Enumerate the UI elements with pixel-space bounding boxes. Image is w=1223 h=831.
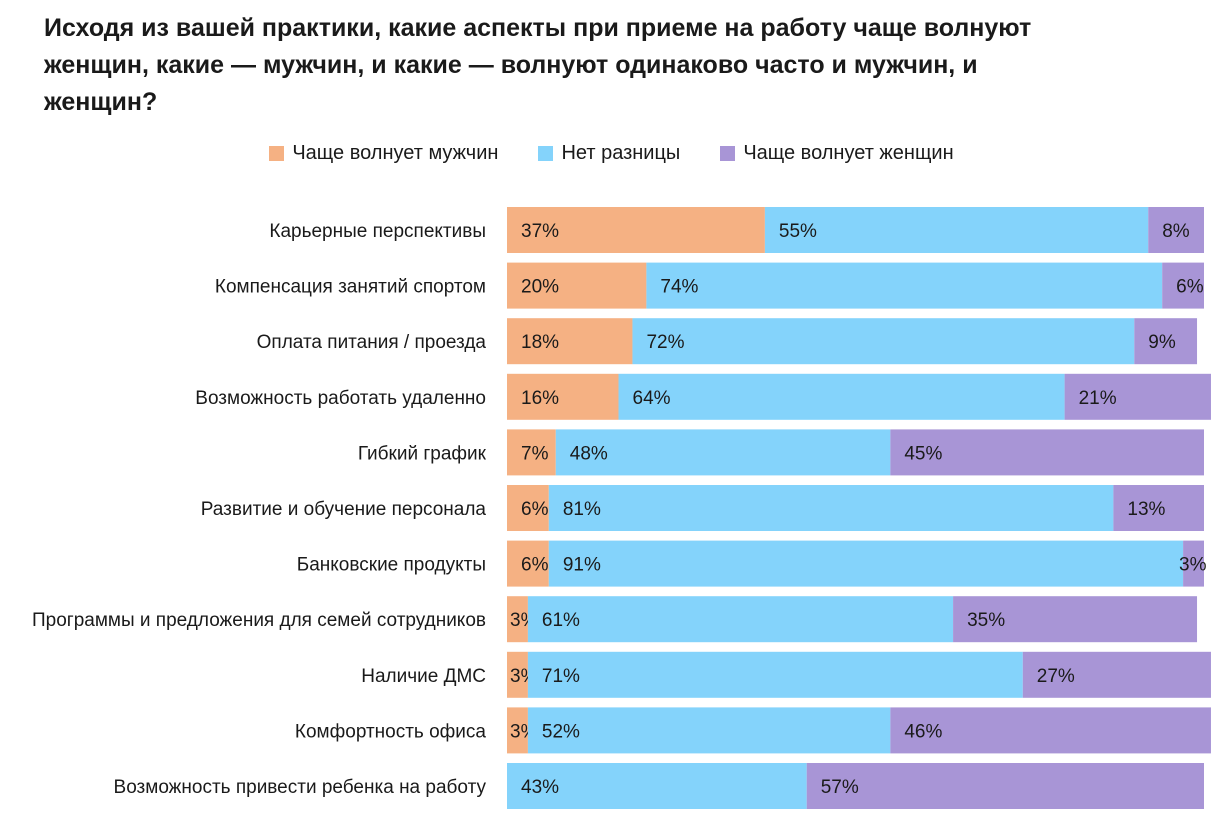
data-label-women: 35% xyxy=(967,610,1005,631)
category-label: Развитие и обучение персонала xyxy=(201,499,487,520)
data-label-women: 6% xyxy=(1176,277,1204,298)
data-label-women: 9% xyxy=(1148,332,1176,353)
category-label: Карьерные перспективы xyxy=(269,221,486,242)
data-label-women: 21% xyxy=(1079,388,1117,409)
bar-segment-women xyxy=(1113,485,1204,531)
legend-label-men: Чаще волнует мужчин xyxy=(292,141,499,164)
category-label: Банковские продукты xyxy=(297,555,486,576)
bar-segment-men xyxy=(507,429,556,476)
category-label: Программы и предложения для семей сотруд… xyxy=(32,610,486,631)
bar-segment-women xyxy=(1148,207,1204,253)
legend-label-women: Чаще волнует женщин xyxy=(743,141,954,164)
legend-item-men: Чаще волнует мужчин xyxy=(269,142,498,165)
data-label-no-difference: 81% xyxy=(563,499,601,520)
bar-segment-women xyxy=(1183,540,1204,587)
bar-segment-women xyxy=(1022,651,1211,698)
data-label-men: 6% xyxy=(521,555,549,576)
legend-label-no-difference: Нет разницы xyxy=(561,141,681,164)
bar-segment-men xyxy=(507,707,528,754)
data-label-no-difference: 61% xyxy=(542,610,580,631)
bar-segment-no-difference xyxy=(507,763,807,809)
data-label-no-difference: 72% xyxy=(646,332,684,353)
bar-segment-men xyxy=(507,262,647,309)
data-label-women: 57% xyxy=(821,777,859,798)
data-label-no-difference: 52% xyxy=(542,721,580,742)
category-label: Возможность работать удаленно xyxy=(195,388,486,409)
category-label: Комфортность офиса xyxy=(295,721,487,742)
category-label: Оплата питания / проезда xyxy=(257,332,487,353)
category-label: Гибкий график xyxy=(358,443,487,464)
data-label-women: 13% xyxy=(1127,499,1165,520)
bar-segment-women xyxy=(890,429,1204,476)
bar-segment-men xyxy=(507,596,528,643)
bar-segment-women xyxy=(890,707,1211,754)
bar-segment-no-difference xyxy=(527,707,891,754)
legend-swatch-men xyxy=(269,145,285,161)
data-label-no-difference: 64% xyxy=(633,388,671,409)
category-label: Наличие ДМС xyxy=(361,666,486,687)
bar-segment-no-difference xyxy=(555,429,891,476)
data-label-women: 3% xyxy=(1179,555,1207,576)
bar-segment-women xyxy=(1064,373,1211,420)
data-label-men: 6% xyxy=(521,499,549,520)
legend: Чаще волнует мужчин Нет разницы Чаще вол… xyxy=(0,138,1223,168)
data-label-no-difference: 91% xyxy=(563,555,601,576)
bar-segment-women xyxy=(1134,318,1198,365)
data-label-women: 8% xyxy=(1162,221,1190,242)
bar-segment-no-difference xyxy=(618,373,1065,420)
bar-segment-men xyxy=(507,485,549,531)
data-label-men: 37% xyxy=(521,221,559,242)
bar-segment-no-difference xyxy=(527,596,954,643)
data-label-no-difference: 71% xyxy=(542,666,580,687)
data-label-no-difference: 74% xyxy=(660,277,698,298)
bar-segment-men xyxy=(507,373,619,420)
bar-segment-women xyxy=(1162,262,1204,309)
category-label: Возможность привести ребенка на работу xyxy=(114,777,487,798)
legend-item-women: Чаще волнует женщин xyxy=(720,141,954,165)
bar-segment-men xyxy=(507,318,633,365)
data-label-women: 45% xyxy=(904,443,942,464)
category-label: Компенсация занятий спортом xyxy=(215,277,486,298)
bar-segment-no-difference xyxy=(764,207,1149,253)
bar-segment-no-difference xyxy=(527,651,1023,698)
data-label-no-difference: 48% xyxy=(570,443,608,464)
bar-segment-men xyxy=(507,207,765,253)
chart-title: Исходя из вашей практики, какие аспекты … xyxy=(44,14,1032,116)
data-label-women: 46% xyxy=(904,721,942,742)
bar-segment-women xyxy=(953,596,1198,643)
legend-swatch-no-difference xyxy=(538,145,554,161)
bar-segment-no-difference xyxy=(632,318,1135,365)
data-label-men: 20% xyxy=(521,277,559,298)
bar-segment-men xyxy=(507,651,528,698)
legend-swatch-women xyxy=(720,145,736,161)
data-label-no-difference: 43% xyxy=(521,777,559,798)
bar-segment-no-difference xyxy=(548,485,1114,531)
bar-segment-no-difference xyxy=(646,262,1163,309)
data-label-men: 18% xyxy=(521,332,559,353)
bar-segment-no-difference xyxy=(548,540,1184,587)
data-label-no-difference: 55% xyxy=(779,221,817,242)
data-label-men: 7% xyxy=(521,443,549,464)
bar-segment-men xyxy=(507,540,549,587)
data-label-men: 16% xyxy=(521,388,559,409)
bar-segment-women xyxy=(806,763,1204,809)
legend-item-no-difference: Нет разницы xyxy=(538,142,680,165)
data-label-women: 27% xyxy=(1037,666,1075,687)
